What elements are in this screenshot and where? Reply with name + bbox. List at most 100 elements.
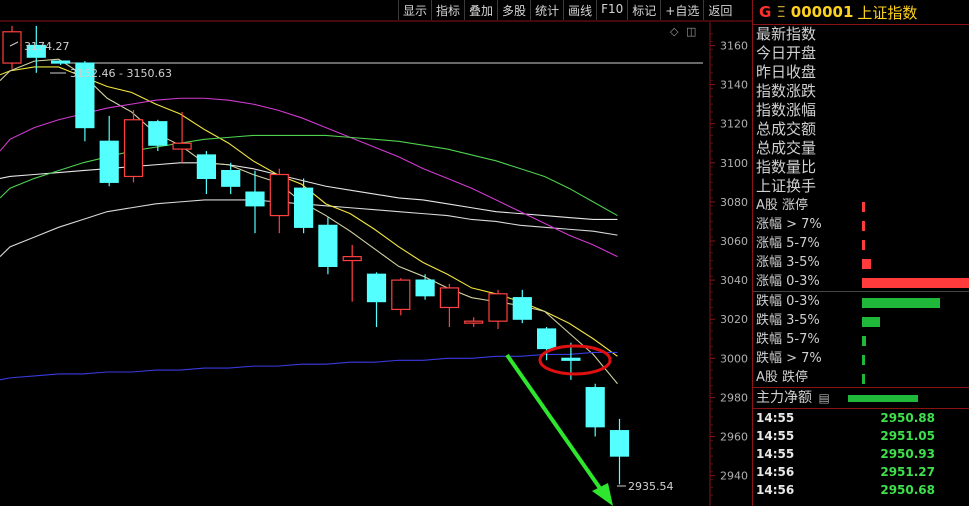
y-tick-label: 3060	[720, 235, 748, 248]
y-tick-label: 3020	[720, 313, 748, 326]
toolbar-button[interactable]: 统计	[530, 0, 563, 20]
tick-price: 2950.68	[880, 483, 935, 497]
tick-time: 14:56	[756, 483, 795, 497]
candle-body	[148, 121, 168, 146]
down-arrow-head	[592, 483, 613, 506]
info-label: 指数量比	[756, 158, 817, 176]
info-label: 总成交额	[756, 120, 817, 138]
distribution-label: A股 涨停	[756, 198, 809, 213]
distribution-label: 涨幅 5-7%	[756, 236, 820, 251]
candle-body	[512, 297, 532, 320]
toolbar-button[interactable]: 显示	[398, 0, 431, 20]
distribution-list: A股 涨停涨幅 > 7% 涨幅 5-7% 涨幅 3-5% 涨幅 0-3% 跌幅 0-3%…	[753, 196, 969, 387]
toolbar-button[interactable]: 叠加	[464, 0, 497, 20]
annotations: 3174.27 3152.46 - 3150.63 2935.54 ◇ ◫	[9, 25, 696, 506]
info-label: 最新指数	[756, 25, 817, 43]
distribution-row: 涨幅 5-7%	[753, 234, 969, 253]
distribution-row: 涨幅 0-3%	[753, 272, 969, 291]
tick-price: 2950.88	[880, 411, 935, 425]
candle-body	[269, 173, 289, 217]
y-tick-label: 3120	[720, 118, 748, 131]
distribution-bar	[862, 240, 865, 250]
distribution-bar	[862, 374, 865, 384]
candle-body	[123, 119, 144, 178]
distribution-bar	[862, 278, 969, 288]
candle-body	[50, 60, 71, 64]
info-label: 上证换手	[756, 177, 817, 195]
toolbar-button[interactable]: +自选	[660, 0, 703, 20]
distribution-label: 涨幅 3-5%	[756, 255, 820, 270]
candle-body	[196, 154, 216, 180]
highlight-ellipse	[538, 344, 612, 376]
distribution-label: A股 跌停	[756, 370, 809, 385]
info-label: 指数涨幅	[756, 101, 817, 119]
distribution-row: 涨幅 3-5%	[753, 253, 969, 272]
toolbar-button[interactable]: F10	[596, 0, 627, 20]
distribution-label: 跌幅 > 7%	[756, 351, 822, 366]
index-name: 上证指数	[857, 3, 918, 22]
toolbar-button[interactable]: 指标	[431, 0, 464, 20]
tick-price: 2950.93	[880, 447, 935, 461]
candle-body	[75, 62, 95, 129]
g-badge[interactable]: G	[759, 3, 772, 21]
toolbar-button[interactable]: 标记	[627, 0, 660, 20]
candle-body	[366, 273, 387, 303]
tick-row: 14:56 2951.27	[753, 463, 969, 481]
toolbar-button[interactable]: 多股	[497, 0, 530, 20]
y-tick-label: 3080	[720, 196, 748, 209]
candle-body	[536, 328, 557, 350]
panel-header: G Ξ 000001 上证指数	[753, 0, 969, 25]
y-tick-label: 2980	[720, 391, 748, 404]
candles	[2, 25, 630, 485]
distribution-label: 跌幅 3-5%	[756, 313, 820, 328]
candle-body	[342, 256, 362, 262]
tick-time: 14:55	[756, 429, 795, 443]
candle-body	[172, 142, 192, 150]
list-icon[interactable]: ▤	[818, 391, 830, 405]
candle-body	[488, 293, 508, 322]
candle-body	[561, 357, 581, 361]
y-tick-label: 3000	[720, 352, 748, 365]
distribution-bar	[862, 221, 865, 231]
toolbar-button[interactable]: 画线	[563, 0, 596, 20]
index-code: 000001	[790, 3, 854, 21]
candle-body	[26, 44, 46, 58]
distribution-label: 涨幅 > 7%	[756, 217, 822, 232]
candle-body	[585, 387, 605, 428]
distribution-bar	[862, 202, 865, 212]
candle-body	[245, 191, 265, 207]
down-arrow-shaft	[505, 353, 606, 496]
distribution-row: 跌幅 0-3%	[753, 291, 969, 311]
y-tick-label: 2960	[720, 431, 748, 444]
diamond-icon[interactable]: ◇	[670, 25, 679, 38]
high-label-pointer	[9, 41, 19, 47]
y-tick-label: 3140	[720, 79, 748, 92]
distribution-row: 涨幅 > 7%	[753, 215, 969, 234]
window-icon[interactable]: ◫	[686, 25, 696, 38]
toolbar-button[interactable]: 返回	[703, 0, 736, 20]
moving-average-line	[0, 351, 618, 381]
y-tick-label: 3160	[720, 39, 748, 52]
distribution-label: 跌幅 0-3%	[756, 294, 820, 309]
y-tick-label: 3100	[720, 157, 748, 170]
info-label: 昨日收盘	[756, 63, 817, 81]
distribution-row: 跌幅 5-7%	[753, 330, 969, 349]
candle-body	[294, 187, 314, 228]
tick-price: 2951.27	[880, 465, 935, 479]
main-flow-bar	[848, 395, 918, 402]
candle-body	[221, 170, 241, 187]
price-grid	[0, 20, 752, 506]
range-label: 3152.46 - 3150.63	[70, 67, 172, 80]
moving-average-line	[0, 162, 618, 221]
candle-body	[2, 31, 22, 64]
tick-time: 14:55	[756, 411, 795, 425]
chart-toolbar: 显示 指标 叠加 多股 统计 画线 F10 标记 +自选 返回	[398, 0, 736, 20]
moving-average-line	[0, 134, 618, 217]
y-tick-label: 2940	[720, 470, 748, 483]
tick-time: 14:56	[756, 465, 795, 479]
menu-icon[interactable]: Ξ	[776, 3, 786, 21]
distribution-row: 跌幅 > 7%	[753, 349, 969, 368]
candle-body	[439, 287, 459, 309]
candle-body	[415, 279, 435, 297]
